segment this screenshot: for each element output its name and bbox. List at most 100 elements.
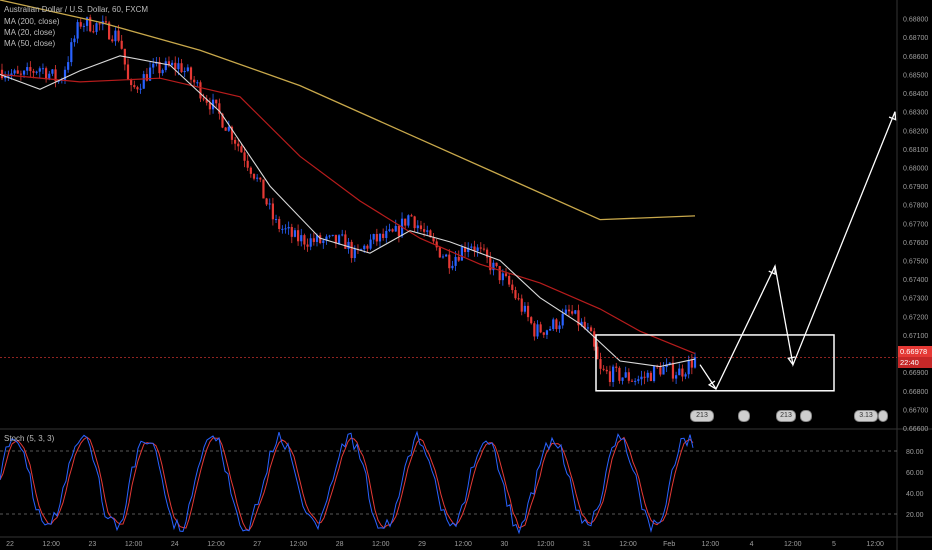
candle bbox=[652, 366, 656, 382]
candle bbox=[621, 377, 624, 381]
candle bbox=[438, 247, 441, 258]
candle bbox=[205, 99, 208, 103]
candle bbox=[152, 63, 155, 68]
y-tick-label: 0.68500 bbox=[903, 72, 928, 79]
candle bbox=[281, 228, 284, 230]
event-badge[interactable]: 213 bbox=[776, 410, 796, 422]
candle bbox=[549, 329, 552, 331]
candle bbox=[189, 67, 193, 80]
candle bbox=[577, 310, 580, 326]
y-tick-label: 0.66600 bbox=[903, 426, 928, 433]
candle bbox=[687, 360, 690, 375]
x-tick-label: 23 bbox=[89, 541, 97, 548]
candle bbox=[322, 240, 325, 244]
candle bbox=[347, 241, 350, 249]
candle bbox=[29, 67, 32, 72]
candle bbox=[470, 246, 473, 248]
candle bbox=[567, 309, 571, 312]
candle bbox=[482, 248, 486, 250]
candle bbox=[274, 219, 278, 221]
x-tick-label: 12:00 bbox=[207, 541, 225, 548]
event-badge-icon[interactable] bbox=[878, 410, 888, 422]
stoch-tick-label: 20.00 bbox=[906, 512, 924, 519]
event-badge-icon[interactable] bbox=[800, 410, 812, 422]
candle bbox=[394, 225, 397, 232]
x-tick-label: 27 bbox=[253, 541, 261, 548]
candle bbox=[337, 235, 341, 244]
candle bbox=[344, 234, 347, 249]
candle bbox=[445, 254, 448, 257]
candle bbox=[293, 230, 297, 237]
candle bbox=[246, 160, 249, 168]
candle bbox=[227, 126, 230, 131]
candle bbox=[76, 22, 79, 39]
candle bbox=[126, 64, 130, 80]
x-tick-label: 28 bbox=[336, 541, 344, 548]
candle bbox=[492, 262, 495, 271]
candle bbox=[624, 372, 627, 378]
y-tick-label: 0.67800 bbox=[903, 203, 928, 210]
projection-arrow bbox=[707, 380, 717, 390]
candle bbox=[48, 73, 51, 79]
candle bbox=[668, 362, 671, 365]
candle bbox=[19, 73, 22, 75]
x-tick-label: 12:00 bbox=[42, 541, 60, 548]
candle bbox=[85, 17, 89, 26]
event-badge-icon[interactable] bbox=[738, 410, 750, 422]
candle bbox=[4, 76, 7, 79]
candle bbox=[608, 371, 612, 383]
candle bbox=[504, 273, 508, 276]
event-badge[interactable]: 3.13 bbox=[854, 410, 878, 422]
x-tick-label: 5 bbox=[832, 541, 836, 548]
candle bbox=[22, 70, 26, 75]
ma20-line bbox=[0, 55, 696, 368]
candle bbox=[130, 79, 133, 86]
candle bbox=[287, 227, 290, 229]
x-tick-label: 30 bbox=[501, 541, 509, 548]
candle bbox=[561, 313, 564, 326]
candle bbox=[375, 234, 378, 242]
candle bbox=[555, 319, 558, 330]
projection-arrow bbox=[768, 266, 776, 276]
candle bbox=[82, 25, 85, 27]
candle bbox=[583, 321, 586, 329]
stoch-tick-label: 80.00 bbox=[906, 449, 924, 456]
candle bbox=[693, 357, 697, 368]
candle bbox=[16, 70, 19, 74]
candle bbox=[523, 305, 526, 312]
y-tick-label: 0.68400 bbox=[903, 91, 928, 98]
candle bbox=[634, 380, 637, 382]
legend-ma20: MA (20, close) bbox=[4, 28, 56, 37]
event-badge[interactable]: 213 bbox=[690, 410, 714, 422]
candle bbox=[278, 219, 281, 229]
candle bbox=[350, 241, 353, 259]
candle bbox=[136, 87, 139, 90]
candle bbox=[363, 245, 366, 250]
y-tick-label: 0.67700 bbox=[903, 221, 928, 228]
candle bbox=[180, 63, 183, 73]
candle bbox=[158, 61, 161, 74]
y-tick-label: 0.67600 bbox=[903, 240, 928, 247]
candle bbox=[353, 248, 356, 259]
candle bbox=[73, 38, 76, 43]
candle bbox=[678, 368, 681, 376]
candle bbox=[35, 71, 38, 73]
x-tick-label: 12:00 bbox=[290, 541, 308, 548]
candle bbox=[416, 225, 419, 229]
candle bbox=[262, 179, 265, 199]
candle bbox=[79, 22, 82, 27]
candle bbox=[334, 234, 337, 244]
candle bbox=[637, 379, 640, 381]
candle bbox=[410, 215, 413, 217]
candle bbox=[145, 74, 148, 81]
candle bbox=[457, 256, 460, 261]
y-tick-label: 0.68800 bbox=[903, 17, 928, 24]
candle bbox=[451, 265, 454, 269]
candle bbox=[599, 359, 602, 369]
candle bbox=[252, 173, 256, 179]
candle bbox=[511, 284, 514, 291]
candle bbox=[681, 368, 684, 377]
candle bbox=[533, 323, 536, 337]
candle bbox=[174, 62, 177, 70]
